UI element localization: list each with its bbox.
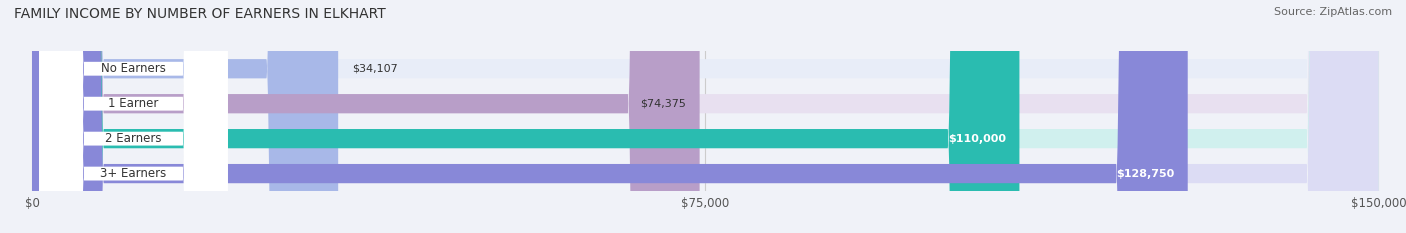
Text: $74,375: $74,375 <box>640 99 686 109</box>
Text: $34,107: $34,107 <box>352 64 398 74</box>
FancyBboxPatch shape <box>32 0 1188 233</box>
FancyBboxPatch shape <box>32 0 700 233</box>
FancyBboxPatch shape <box>32 0 1019 233</box>
Text: No Earners: No Earners <box>101 62 166 75</box>
FancyBboxPatch shape <box>32 0 1378 233</box>
Text: $110,000: $110,000 <box>948 134 1005 144</box>
Text: 3+ Earners: 3+ Earners <box>100 167 166 180</box>
Text: Source: ZipAtlas.com: Source: ZipAtlas.com <box>1274 7 1392 17</box>
Text: FAMILY INCOME BY NUMBER OF EARNERS IN ELKHART: FAMILY INCOME BY NUMBER OF EARNERS IN EL… <box>14 7 385 21</box>
FancyBboxPatch shape <box>39 0 228 233</box>
FancyBboxPatch shape <box>32 0 1378 233</box>
Text: 1 Earner: 1 Earner <box>108 97 159 110</box>
FancyBboxPatch shape <box>39 0 228 233</box>
Text: $128,750: $128,750 <box>1116 169 1174 178</box>
Text: 2 Earners: 2 Earners <box>105 132 162 145</box>
FancyBboxPatch shape <box>32 0 1378 233</box>
FancyBboxPatch shape <box>39 0 228 233</box>
FancyBboxPatch shape <box>32 0 339 233</box>
FancyBboxPatch shape <box>32 0 1378 233</box>
FancyBboxPatch shape <box>39 0 228 233</box>
